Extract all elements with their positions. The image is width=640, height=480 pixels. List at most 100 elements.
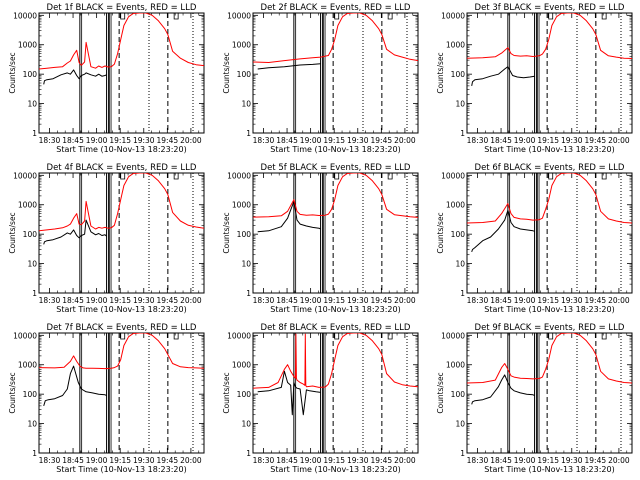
x-tick-label: 19:45 bbox=[157, 136, 179, 145]
events-series-line bbox=[257, 63, 321, 70]
y-tick-label: 100 bbox=[451, 230, 466, 239]
events-series-line bbox=[257, 200, 321, 233]
panel-det-5: Det 5f BLACK = Events, RED = LLD 1 10 100 10… bbox=[222, 163, 419, 314]
plot-area bbox=[253, 333, 418, 416]
x-axis-label: Start Time (10-Nov-13 18:23:20) bbox=[484, 145, 614, 154]
plot-area bbox=[467, 13, 632, 86]
x-tick-label: 18:45 bbox=[62, 136, 84, 145]
lld-series-line bbox=[467, 173, 632, 224]
y-tick-label: 10 bbox=[455, 420, 465, 429]
x-tick-label: 19:15 bbox=[323, 296, 345, 305]
x-tick-label: 19:00 bbox=[300, 456, 322, 465]
plot-area bbox=[253, 173, 418, 233]
panel-title: Det 2f BLACK = Events, RED = LLD bbox=[261, 3, 411, 13]
x-axis-label: Start Time (10-Nov-13 18:23:20) bbox=[56, 145, 186, 154]
y-tick-label: 10000 bbox=[227, 331, 251, 340]
x-tick-label: 18:30 bbox=[467, 456, 489, 465]
x-tick-label: 19:30 bbox=[561, 136, 583, 145]
marker-flag bbox=[548, 173, 554, 180]
y-tick-label: 1000 bbox=[232, 361, 251, 370]
y-tick-label: 10 bbox=[455, 100, 465, 109]
x-tick-label: 19:45 bbox=[157, 296, 179, 305]
y-axis-label: Counts/sec bbox=[8, 212, 17, 253]
x-tick-label: 19:45 bbox=[371, 456, 393, 465]
x-tick-label: 19:45 bbox=[371, 136, 393, 145]
lld-series-line bbox=[39, 333, 204, 370]
x-tick-label: 19:15 bbox=[323, 456, 345, 465]
lld-series-line bbox=[39, 173, 204, 232]
events-series-line bbox=[471, 209, 535, 253]
panel-det-2: Det 2f BLACK = Events, RED = LLD 1 10 100 10… bbox=[222, 3, 419, 154]
lld-series-line bbox=[253, 13, 418, 63]
y-axis-label: Counts/sec bbox=[222, 52, 231, 93]
y-tick-label: 10 bbox=[241, 100, 251, 109]
y-tick-label: 10000 bbox=[441, 171, 465, 180]
panel-det-3: Det 3f BLACK = Events, RED = LLD 1 10 100 10… bbox=[436, 3, 633, 154]
x-tick-label: 19:15 bbox=[323, 136, 345, 145]
y-tick-label: 10000 bbox=[227, 171, 251, 180]
marker-flag bbox=[120, 173, 126, 180]
y-tick-label: 10000 bbox=[441, 331, 465, 340]
x-tick-label: 18:45 bbox=[490, 456, 512, 465]
events-series-line bbox=[471, 66, 535, 86]
y-tick-label: 1000 bbox=[446, 361, 465, 370]
y-tick-label: 100 bbox=[23, 70, 38, 79]
lld-series-line bbox=[253, 333, 418, 389]
x-tick-label: 19:15 bbox=[537, 296, 559, 305]
plot-area bbox=[467, 173, 632, 253]
y-tick-label: 10000 bbox=[227, 11, 251, 20]
x-tick-label: 18:30 bbox=[467, 136, 489, 145]
x-tick-label: 20:00 bbox=[180, 456, 202, 465]
panel-title: Det 8f BLACK = Events, RED = LLD bbox=[261, 323, 411, 333]
events-series-line bbox=[43, 365, 107, 407]
x-tick-label: 20:00 bbox=[180, 296, 202, 305]
marker-flag bbox=[120, 13, 126, 20]
x-tick-label: 19:30 bbox=[561, 456, 583, 465]
y-tick-label: 1000 bbox=[446, 201, 465, 210]
y-tick-label: 100 bbox=[237, 230, 252, 239]
x-tick-label: 19:15 bbox=[109, 456, 131, 465]
x-tick-label: 18:45 bbox=[276, 456, 298, 465]
x-axis-label: Start Time (10-Nov-13 18:23:20) bbox=[270, 465, 400, 474]
x-tick-label: 18:30 bbox=[253, 456, 275, 465]
y-tick-label: 1 bbox=[246, 449, 251, 458]
marker-flag bbox=[548, 13, 554, 20]
events-series-line bbox=[471, 374, 535, 405]
y-tick-label: 100 bbox=[23, 230, 38, 239]
y-tick-label: 10000 bbox=[13, 171, 37, 180]
y-tick-label: 1 bbox=[460, 129, 465, 138]
marker-flag bbox=[601, 173, 607, 180]
y-tick-label: 100 bbox=[23, 390, 38, 399]
x-tick-label: 19:30 bbox=[133, 296, 155, 305]
events-series-line bbox=[43, 69, 107, 85]
x-tick-label: 18:45 bbox=[62, 456, 84, 465]
y-tick-label: 1 bbox=[32, 289, 37, 298]
x-tick-label: 19:15 bbox=[109, 136, 131, 145]
y-tick-label: 10 bbox=[241, 420, 251, 429]
panel-det-7: Det 7f BLACK = Events, RED = LLD 1 10 100 10… bbox=[8, 323, 205, 474]
y-tick-label: 100 bbox=[451, 70, 466, 79]
x-tick-label: 18:45 bbox=[276, 296, 298, 305]
plot-area bbox=[39, 13, 204, 85]
x-tick-label: 18:45 bbox=[276, 136, 298, 145]
plot-area bbox=[39, 333, 204, 407]
x-tick-label: 18:30 bbox=[253, 136, 275, 145]
x-tick-label: 19:00 bbox=[514, 456, 536, 465]
marker-flag bbox=[387, 173, 393, 180]
y-tick-label: 1 bbox=[32, 449, 37, 458]
y-tick-label: 1 bbox=[32, 129, 37, 138]
y-tick-label: 10000 bbox=[13, 11, 37, 20]
x-tick-label: 19:45 bbox=[585, 136, 607, 145]
x-tick-label: 20:00 bbox=[608, 456, 630, 465]
x-tick-label: 19:15 bbox=[537, 456, 559, 465]
x-tick-label: 18:30 bbox=[467, 296, 489, 305]
panel-title: Det 7f BLACK = Events, RED = LLD bbox=[47, 323, 197, 333]
plot-area bbox=[39, 173, 204, 245]
x-tick-label: 18:45 bbox=[490, 136, 512, 145]
panel-det-8: Det 8f BLACK = Events, RED = LLD 1 10 100 10… bbox=[222, 323, 419, 474]
y-tick-label: 10 bbox=[27, 100, 37, 109]
marker-flag bbox=[173, 13, 179, 20]
x-tick-label: 18:45 bbox=[490, 296, 512, 305]
x-tick-label: 18:30 bbox=[253, 296, 275, 305]
